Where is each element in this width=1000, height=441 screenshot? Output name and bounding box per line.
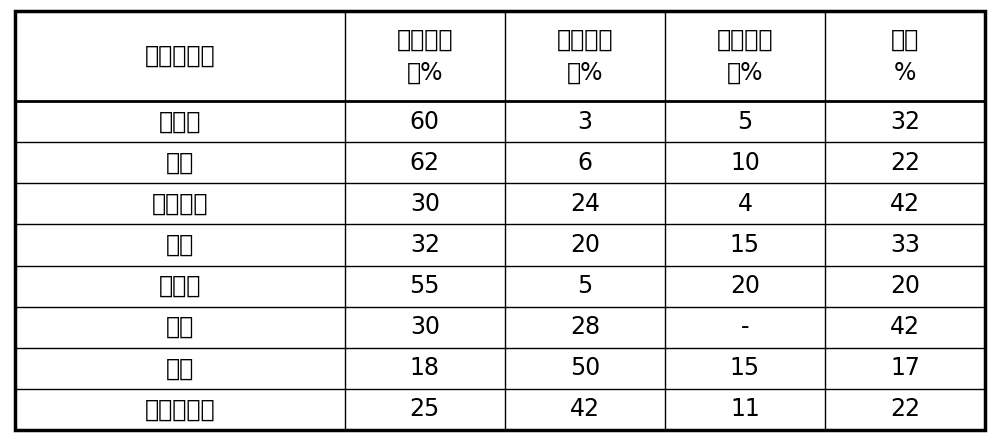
Text: 淀粉: 淀粉 bbox=[166, 151, 194, 175]
Text: 20: 20 bbox=[890, 274, 920, 298]
Text: 42: 42 bbox=[570, 397, 600, 422]
Text: 55: 55 bbox=[410, 274, 440, 298]
Text: 半纤维素: 半纤维素 bbox=[152, 192, 208, 216]
Text: 蔗糖: 蔗糖 bbox=[166, 233, 194, 257]
Text: 6: 6 bbox=[577, 151, 592, 175]
Text: 62: 62 bbox=[410, 151, 440, 175]
Text: 33: 33 bbox=[890, 233, 920, 257]
Text: 30: 30 bbox=[410, 192, 440, 216]
Text: 50: 50 bbox=[570, 356, 600, 380]
Text: 20: 20 bbox=[730, 274, 760, 298]
Text: 碳水化合物: 碳水化合物 bbox=[145, 44, 215, 68]
Text: 木糖: 木糖 bbox=[166, 315, 194, 339]
Text: 10: 10 bbox=[730, 151, 760, 175]
Text: 15: 15 bbox=[730, 356, 760, 380]
Text: 24: 24 bbox=[570, 192, 600, 216]
Text: 葡萄糖: 葡萄糖 bbox=[159, 274, 201, 298]
Text: 17: 17 bbox=[890, 356, 920, 380]
Text: 15: 15 bbox=[730, 233, 760, 257]
Text: 18: 18 bbox=[410, 356, 440, 380]
Text: 3: 3 bbox=[577, 110, 592, 134]
Text: 11: 11 bbox=[730, 397, 760, 422]
Text: 果糖: 果糖 bbox=[166, 356, 194, 380]
Text: 5: 5 bbox=[577, 274, 592, 298]
Text: 5: 5 bbox=[737, 110, 753, 134]
Text: 果聚糖菊粉: 果聚糖菊粉 bbox=[145, 397, 215, 422]
Text: 42: 42 bbox=[890, 192, 920, 216]
Text: 20: 20 bbox=[570, 233, 600, 257]
Text: 25: 25 bbox=[410, 397, 440, 422]
Text: 纤维素: 纤维素 bbox=[159, 110, 201, 134]
Text: 六元醇收
率%: 六元醇收 率% bbox=[717, 27, 773, 85]
Text: 22: 22 bbox=[890, 397, 920, 422]
Text: -: - bbox=[741, 315, 749, 339]
Text: 其他
%: 其他 % bbox=[891, 27, 919, 85]
Text: 乙二醇收
率%: 乙二醇收 率% bbox=[397, 27, 453, 85]
Text: 4: 4 bbox=[737, 192, 752, 216]
Text: 30: 30 bbox=[410, 315, 440, 339]
Text: 28: 28 bbox=[570, 315, 600, 339]
Text: 42: 42 bbox=[890, 315, 920, 339]
Text: 32: 32 bbox=[410, 233, 440, 257]
Text: 32: 32 bbox=[890, 110, 920, 134]
Text: 丙二醇收
率%: 丙二醇收 率% bbox=[557, 27, 613, 85]
Text: 60: 60 bbox=[410, 110, 440, 134]
Text: 22: 22 bbox=[890, 151, 920, 175]
